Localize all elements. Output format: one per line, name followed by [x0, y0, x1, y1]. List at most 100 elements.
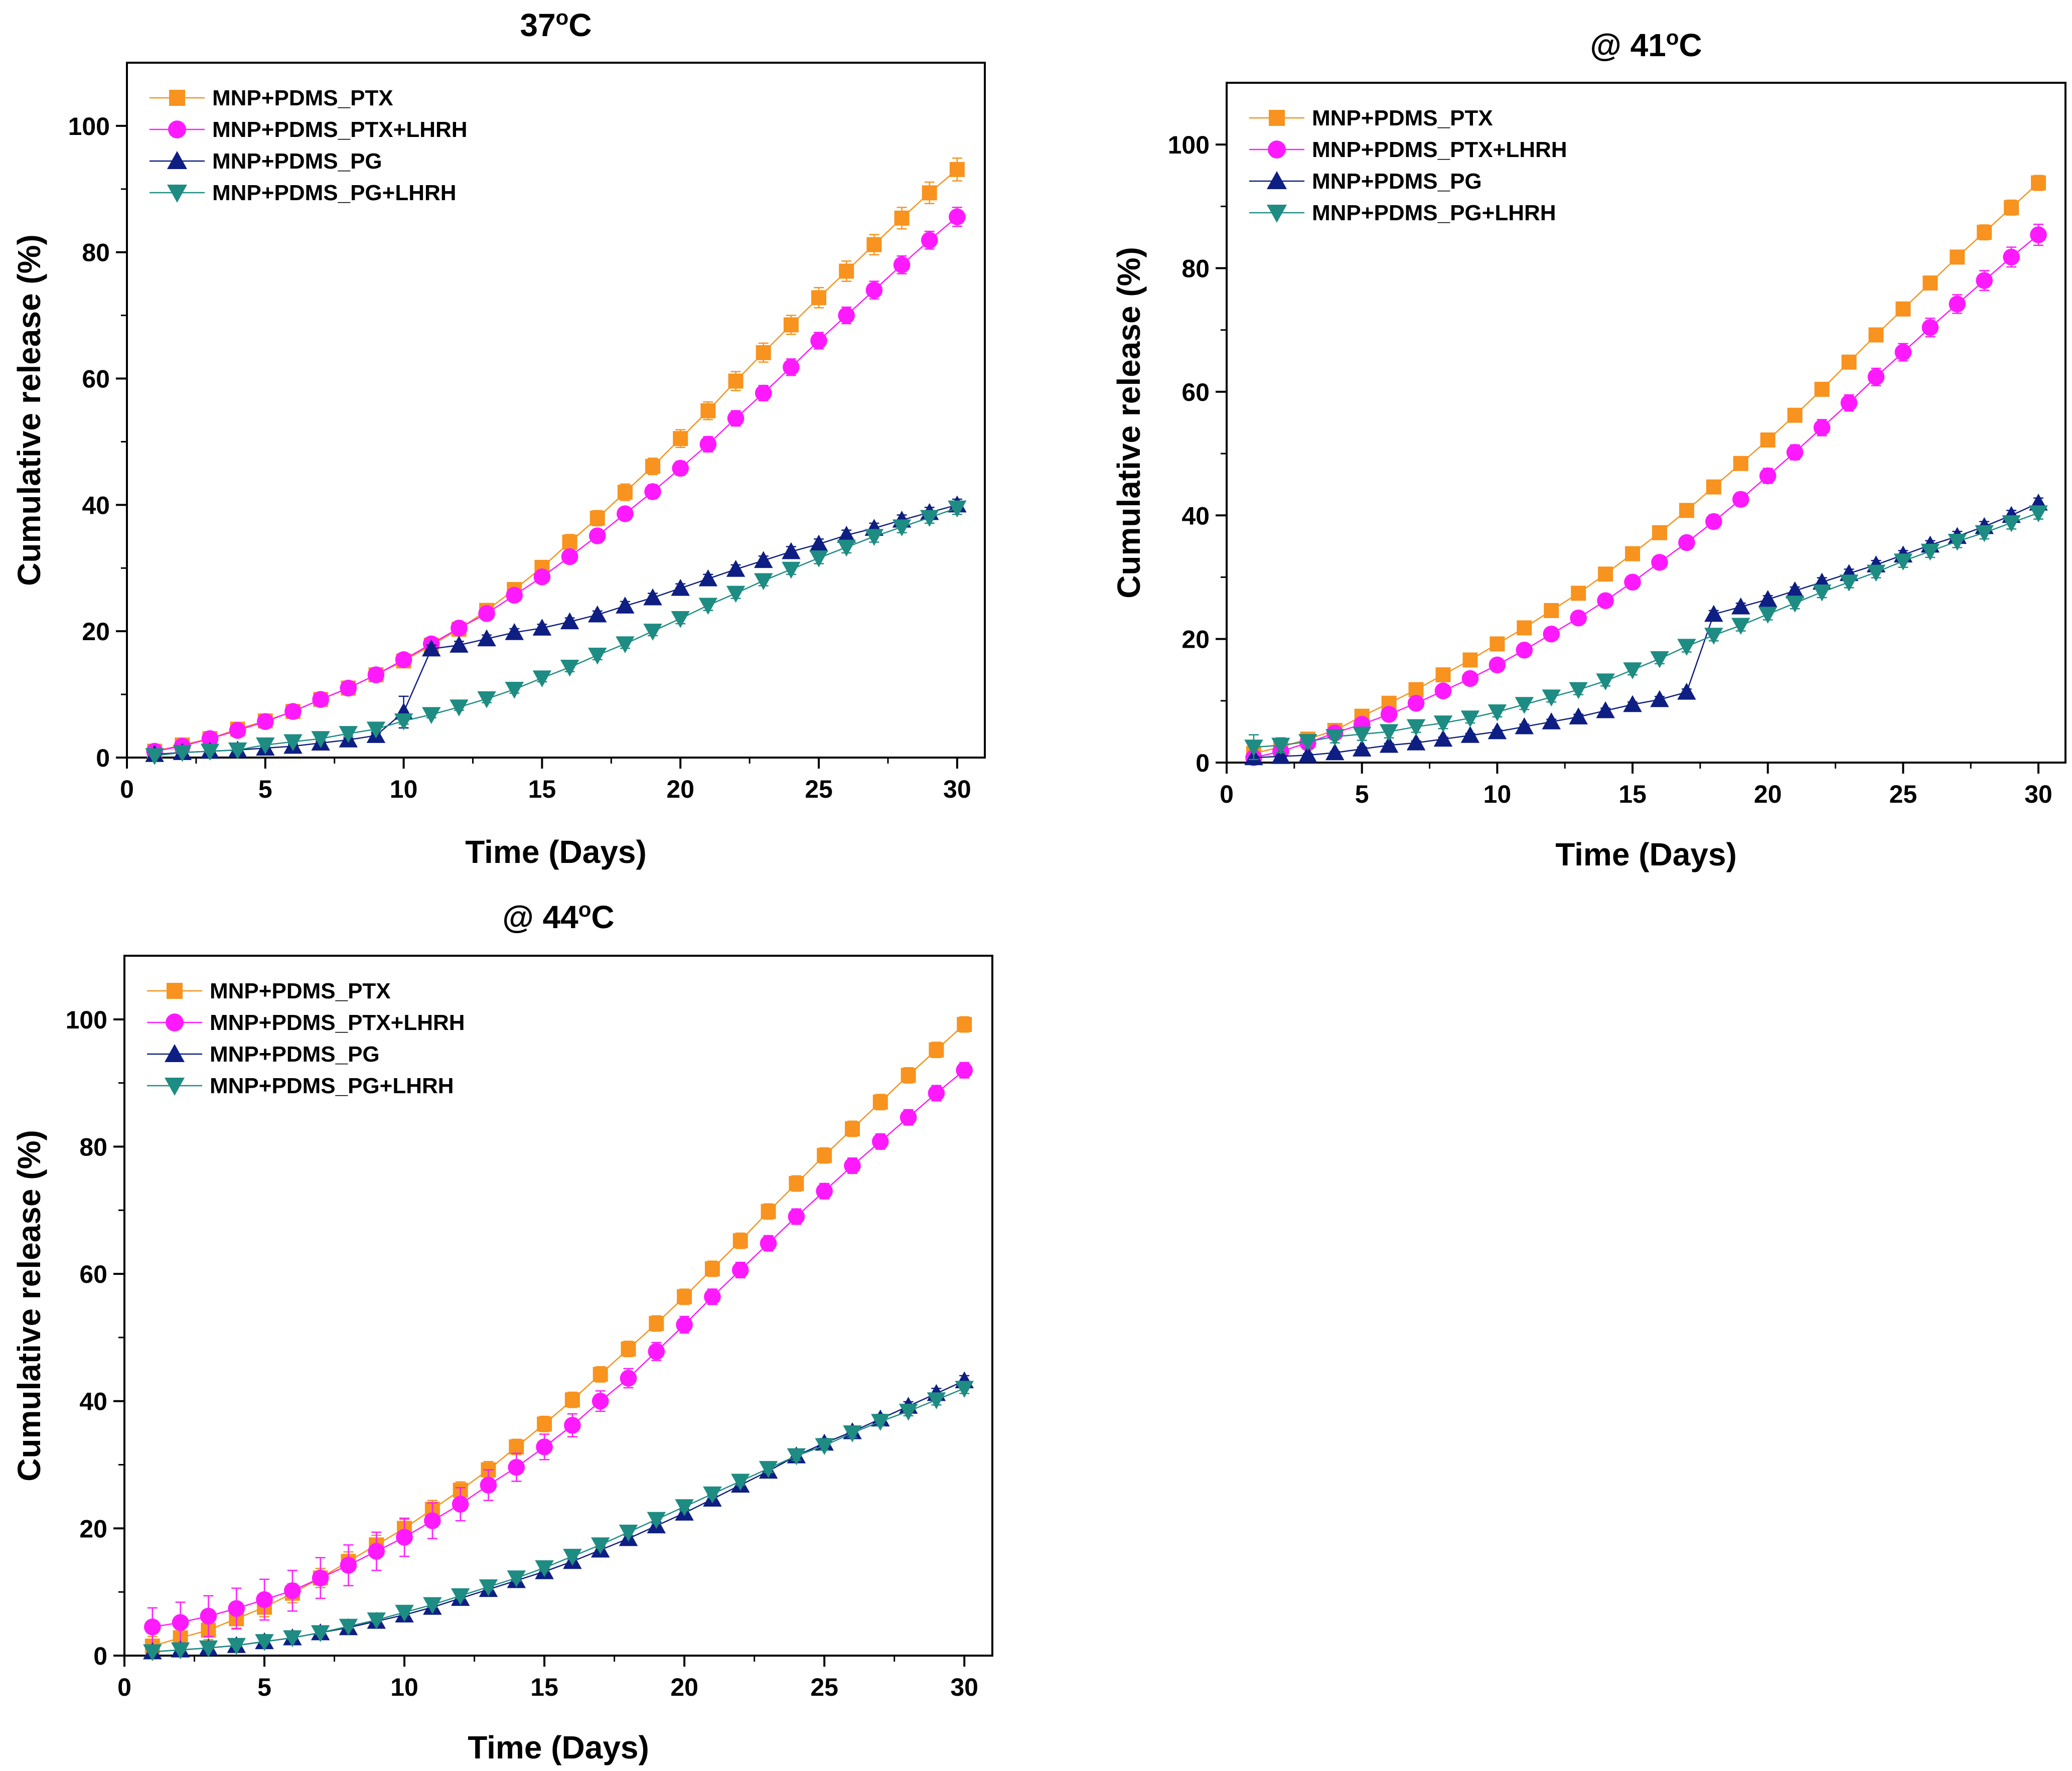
- legend-marker: [167, 185, 187, 203]
- y-tick-label: 40: [79, 1388, 107, 1416]
- data-point: [450, 699, 469, 717]
- data-point: [422, 639, 441, 657]
- data-point: [1597, 592, 1614, 610]
- data-point: [760, 1235, 777, 1252]
- y-tick-label: 20: [1181, 626, 1210, 654]
- data-point: [844, 1121, 860, 1136]
- data-point: [228, 742, 247, 760]
- data-point: [394, 713, 413, 730]
- data-point: [837, 526, 856, 543]
- data-point: [675, 1499, 694, 1516]
- legend-item: MNP+PDMS_PTX: [147, 979, 391, 1003]
- data-point: [537, 1416, 552, 1432]
- series-line: [1253, 502, 2039, 759]
- data-point: [1569, 682, 1588, 699]
- data-point: [787, 1448, 806, 1465]
- x-tick-label: 5: [1355, 780, 1369, 808]
- legend-label: MNP+PDMS_PG: [1312, 169, 1482, 194]
- y-tick-label: 80: [1181, 255, 1210, 283]
- data-point: [143, 1644, 162, 1662]
- data-point: [172, 1614, 189, 1631]
- data-point: [929, 1042, 944, 1058]
- data-point: [1759, 467, 1777, 485]
- data-point: [480, 1477, 497, 1494]
- data-point: [1408, 682, 1424, 697]
- data-point: [789, 1176, 804, 1192]
- series-ptx: [147, 157, 965, 759]
- data-point: [677, 1289, 692, 1304]
- data-point: [703, 1486, 722, 1504]
- data-point: [699, 435, 717, 453]
- x-tick-label: 15: [1618, 780, 1647, 808]
- data-point: [1516, 642, 1533, 659]
- legend-label: MNP+PDMS_PG: [212, 149, 382, 174]
- y-tick-label: 100: [1168, 131, 1210, 159]
- x-tick-label: 0: [117, 1673, 131, 1701]
- data-point: [1786, 444, 1804, 461]
- data-point: [564, 1417, 581, 1434]
- data-point: [587, 605, 607, 623]
- data-point: [311, 731, 330, 748]
- y-tick-label: 0: [93, 1642, 107, 1670]
- data-point: [1760, 432, 1775, 448]
- data-point: [257, 713, 274, 730]
- legend-label: MNP+PDMS_PG: [210, 1042, 380, 1067]
- data-point: [871, 1133, 889, 1150]
- series-line: [152, 1388, 965, 1653]
- data-point: [1462, 652, 1478, 668]
- data-point: [649, 1316, 664, 1332]
- plot-frame: [123, 955, 993, 1657]
- data-point: [1677, 682, 1696, 700]
- data-point: [590, 1537, 610, 1555]
- legend-marker: [167, 151, 187, 169]
- data-point: [754, 573, 773, 591]
- y-tick-label: 80: [82, 239, 110, 267]
- legend-item: MNP+PDMS_PG: [147, 1042, 380, 1067]
- data-point: [1785, 596, 1805, 613]
- data-point: [1625, 546, 1641, 561]
- data-point: [1652, 525, 1667, 540]
- data-point: [1785, 581, 1805, 599]
- data-point: [617, 485, 633, 500]
- data-point: [1894, 344, 1912, 361]
- data-point: [367, 1612, 386, 1630]
- data-point: [844, 1157, 861, 1174]
- chart-title: @ 44oC: [502, 898, 614, 936]
- y-tick-label: 60: [82, 365, 110, 393]
- data-point: [1787, 407, 1803, 423]
- chart-panel-3: @ 44oC 0 5 10 15 20 25 30 0 20 40 60 80 100 Time (Days…: [11, 898, 993, 1765]
- data-point: [755, 384, 772, 402]
- data-point: [1596, 673, 1615, 691]
- legend-marker: [1267, 205, 1287, 223]
- data-point: [1569, 707, 1588, 724]
- data-point: [563, 1549, 582, 1566]
- data-point: [920, 510, 939, 527]
- data-point: [698, 569, 718, 586]
- data-point: [728, 373, 744, 389]
- data-point: [256, 1591, 273, 1608]
- data-point: [535, 1560, 554, 1577]
- data-point: [809, 534, 828, 552]
- data-point: [171, 1642, 190, 1660]
- data-point: [533, 568, 551, 585]
- data-point: [1949, 296, 1966, 313]
- legend-marker: [1267, 171, 1287, 189]
- data-point: [312, 1569, 329, 1587]
- series-pg-lhrh: [145, 500, 967, 765]
- legend-item: MNP+PDMS_PTX+LHRH: [147, 1010, 465, 1035]
- data-point: [616, 597, 635, 614]
- series-pg-lhrh: [1244, 505, 2048, 761]
- data-point: [451, 620, 468, 637]
- data-point: [593, 1367, 608, 1382]
- legend-marker: [169, 90, 185, 106]
- y-tick-label: 20: [79, 1515, 107, 1543]
- data-point: [1244, 740, 1263, 757]
- data-point: [616, 636, 635, 654]
- series-ptx: [1246, 175, 2046, 761]
- x-tick-label: 0: [120, 775, 134, 803]
- legend-label: MNP+PDMS_PG+LHRH: [1312, 201, 1556, 225]
- chart-title-sup: o: [1666, 26, 1679, 49]
- data-point: [1975, 525, 1994, 542]
- data-point: [199, 1640, 218, 1658]
- data-point: [1380, 706, 1398, 723]
